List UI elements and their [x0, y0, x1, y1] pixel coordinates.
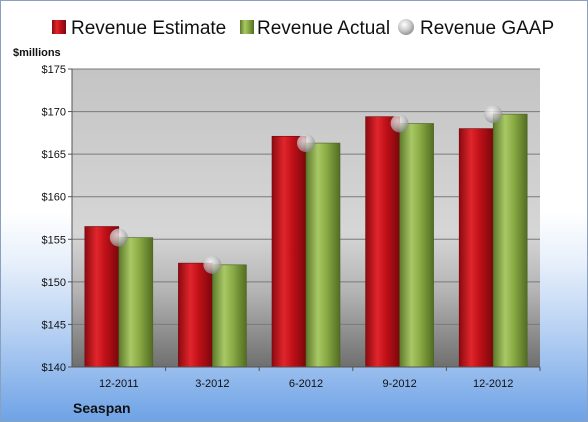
y-tick-label: $155 — [42, 234, 66, 246]
x-tick-label: 12-2012 — [473, 378, 513, 390]
marker-revenue-gaap — [109, 228, 128, 247]
y-axis-unit-label: $millions — [13, 47, 61, 59]
bar-revenue-actual — [305, 142, 341, 368]
marker-revenue-gaap — [390, 114, 409, 133]
bar-revenue-actual — [399, 123, 434, 368]
bars — [84, 113, 528, 368]
bar-revenue-estimate — [271, 135, 307, 368]
y-tick-label: $170 — [42, 107, 66, 119]
legend-label-revenue-gaap: Revenue GAAP — [420, 18, 554, 39]
bar-revenue-estimate — [365, 116, 400, 368]
y-tick-label: $165 — [42, 149, 66, 161]
company-caption: Seaspan — [73, 400, 131, 416]
y-tick-label: $160 — [42, 192, 66, 204]
legend-label-revenue-estimate: Revenue Estimate — [71, 18, 226, 39]
bar-revenue-actual — [492, 113, 528, 368]
x-tick-label: 12-2011 — [99, 378, 139, 390]
y-tick-label: $145 — [42, 319, 66, 331]
marker-revenue-gaap — [484, 105, 503, 124]
x-axis: 12-2011 3-2012 6-2012 9-2012 12-2012 — [72, 366, 541, 390]
y-tick-label: $150 — [42, 277, 66, 289]
x-tick-label: 6-2012 — [289, 378, 323, 390]
bar-revenue-estimate — [84, 226, 120, 368]
x-tick-label: 9-2012 — [382, 378, 416, 390]
x-tick-label: 3-2012 — [195, 378, 229, 390]
marker-revenue-gaap — [297, 134, 315, 153]
marker-revenue-gaap — [203, 255, 222, 274]
legend-swatch-revenue-estimate — [52, 20, 66, 34]
bar-revenue-actual — [212, 264, 247, 368]
legend-marker-revenue-gaap — [398, 19, 414, 35]
legend-swatch-revenue-actual — [240, 20, 254, 34]
legend-label-revenue-actual: Revenue Actual — [257, 18, 390, 39]
bar-revenue-estimate — [178, 262, 213, 368]
legend: Revenue Estimate Revenue Actual Revenue … — [52, 18, 554, 39]
y-axis: $140 $145 $150 $155 $160 $165 $170 $175 — [42, 64, 73, 374]
y-tick-label: $175 — [42, 64, 66, 76]
y-tick-label: $140 — [42, 362, 66, 374]
gaap-markers — [109, 105, 503, 274]
bar-revenue-actual — [118, 237, 154, 368]
bar-revenue-estimate — [458, 128, 494, 368]
